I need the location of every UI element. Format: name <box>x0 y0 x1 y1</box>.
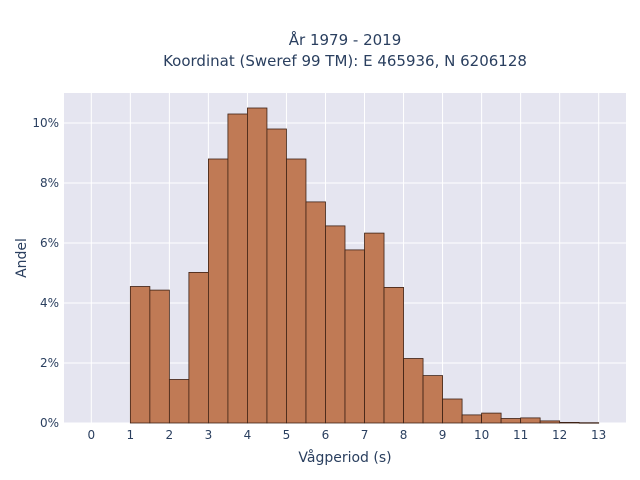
histogram-bar <box>422 375 443 424</box>
histogram-bar <box>208 158 229 424</box>
chart-title-line-1: År 1979 - 2019 <box>289 30 402 49</box>
x-tick-label: 2 <box>166 428 174 442</box>
chart-title-line-2: Koordinat (Sweref 99 TM): E 465936, N 62… <box>163 52 527 70</box>
histogram-bar <box>383 286 404 424</box>
x-tick-label: 4 <box>244 428 252 442</box>
x-tick-label: 10 <box>474 428 489 442</box>
x-tick-label: 5 <box>283 428 291 442</box>
histogram-bar <box>500 418 522 424</box>
histogram-bar <box>325 225 346 424</box>
histogram-bar <box>247 107 268 424</box>
x-tick-label: 9 <box>439 428 447 442</box>
x-tick-label: 3 <box>205 428 213 442</box>
x-tick-label: 11 <box>513 428 528 442</box>
x-tick-label: 0 <box>87 428 95 442</box>
y-tick-label: 0% <box>40 416 59 430</box>
histogram-bar <box>559 421 580 424</box>
x-axis-ticks: 0 1 2 3 4 5 6 7 8 9 10 11 12 13 <box>87 428 606 442</box>
histogram-bar <box>442 398 463 424</box>
y-tick-label: 2% <box>40 356 59 370</box>
histogram-bar <box>168 379 190 424</box>
histogram-bars <box>129 107 600 424</box>
x-tick-label: 8 <box>400 428 408 442</box>
histogram-bar <box>520 417 541 424</box>
y-tick-label: 6% <box>40 236 59 250</box>
histogram-bar <box>539 420 561 424</box>
y-axis-title: Andel <box>14 238 30 278</box>
histogram-bar <box>364 232 385 424</box>
histogram-bar <box>129 286 151 424</box>
histogram-bar <box>266 128 287 424</box>
x-tick-label: 1 <box>127 428 135 442</box>
x-tick-label: 6 <box>322 428 330 442</box>
histogram-bar <box>481 412 502 424</box>
histogram-bar <box>188 271 209 424</box>
histogram-bar <box>227 113 248 424</box>
histogram-bar <box>305 201 326 424</box>
y-tick-label: 8% <box>40 176 59 190</box>
histogram-bar <box>286 158 307 424</box>
histogram-bar <box>344 249 365 424</box>
histogram-bar <box>149 289 170 424</box>
histogram-bar <box>403 358 424 424</box>
x-axis-title: Vågperiod (s) <box>298 449 391 466</box>
x-tick-label: 12 <box>552 428 567 442</box>
x-tick-label: 13 <box>591 428 606 442</box>
x-tick-label: 7 <box>361 428 369 442</box>
y-tick-label: 10% <box>32 116 59 130</box>
histogram-bar <box>578 422 600 424</box>
histogram-bar <box>461 414 482 424</box>
y-tick-label: 4% <box>40 296 59 310</box>
y-axis-ticks: 0% 2% 4% 6% 8% 10% <box>32 116 59 430</box>
